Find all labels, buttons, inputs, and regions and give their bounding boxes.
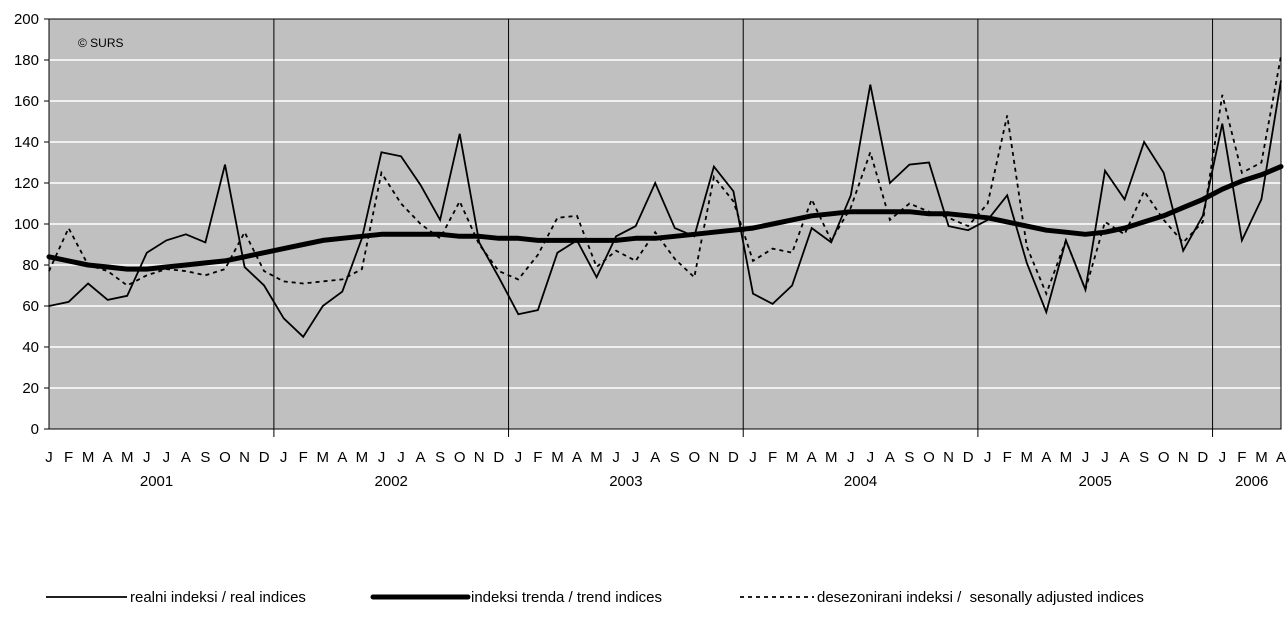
legend-label: desezonirani indeksi / sesonally adjuste… <box>817 589 1144 606</box>
legend: realni indeksi / real indices indeksi tre… <box>46 589 1144 606</box>
y-tick-label: 40 <box>22 339 39 356</box>
month-label: A <box>807 449 817 466</box>
month-label: F <box>64 449 73 466</box>
month-label: J <box>143 449 151 466</box>
series-line-thick <box>46 164 1284 272</box>
month-label: M <box>317 449 330 466</box>
month-label: F <box>1003 449 1012 466</box>
year-separators <box>273 19 1214 429</box>
series-line-dashed <box>48 55 1282 297</box>
month-label: N <box>943 449 954 466</box>
month-label: O <box>1158 449 1170 466</box>
month-label: O <box>219 449 231 466</box>
month-label: F <box>768 449 777 466</box>
y-tick-label: 60 <box>22 298 39 315</box>
y-tick-label: 100 <box>14 216 39 233</box>
month-label: M <box>786 449 799 466</box>
month-label: A <box>1041 449 1051 466</box>
month-label: S <box>200 449 210 466</box>
month-label: S <box>904 449 914 466</box>
month-label: M <box>1021 449 1034 466</box>
y-tick-label: 180 <box>14 52 39 69</box>
month-label: J <box>397 449 405 466</box>
month-label: F <box>299 449 308 466</box>
month-label: A <box>885 449 895 466</box>
month-label: O <box>454 449 466 466</box>
y-tick-label: 80 <box>22 257 39 274</box>
month-label: J <box>45 449 53 466</box>
month-label: A <box>103 449 113 466</box>
month-label: J <box>515 449 523 466</box>
month-label: N <box>1178 449 1189 466</box>
month-label: M <box>590 449 603 466</box>
y-tick-label: 0 <box>31 421 39 438</box>
month-label: D <box>1197 449 1208 466</box>
month-label: A <box>572 449 582 466</box>
year-label: 2004 <box>844 473 877 490</box>
month-label: M <box>356 449 369 466</box>
year-label: 2001 <box>140 473 173 490</box>
month-label: M <box>1060 449 1073 466</box>
legend-label: realni indeksi / real indices <box>130 589 306 606</box>
month-label: F <box>533 449 542 466</box>
series-line-thin <box>48 80 1282 339</box>
month-label: S <box>435 449 445 466</box>
month-label: M <box>825 449 838 466</box>
month-label: F <box>1237 449 1246 466</box>
copyright-label: © SURS <box>78 36 124 50</box>
y-tick-label: 200 <box>14 11 39 28</box>
y-tick-label: 160 <box>14 93 39 110</box>
month-label: M <box>121 449 134 466</box>
month-label: J <box>847 449 855 466</box>
month-label: A <box>1276 449 1286 466</box>
month-label: J <box>1101 449 1109 466</box>
y-tick-label: 140 <box>14 134 39 151</box>
y-axis: 0 20 40 60 80 100 120 140 160 180 200 <box>14 11 49 438</box>
month-label: A <box>416 449 426 466</box>
month-label: S <box>670 449 680 466</box>
month-label: D <box>728 449 739 466</box>
y-tick-label: 20 <box>22 380 39 397</box>
month-label: J <box>984 449 992 466</box>
month-label: N <box>239 449 250 466</box>
month-label: N <box>474 449 485 466</box>
month-label: M <box>82 449 95 466</box>
year-label: 2006 <box>1235 473 1268 490</box>
month-label: J <box>1082 449 1090 466</box>
month-label: S <box>1139 449 1149 466</box>
month-label: J <box>612 449 620 466</box>
month-label: D <box>493 449 504 466</box>
month-label: D <box>259 449 270 466</box>
month-label: J <box>163 449 171 466</box>
month-label: J <box>632 449 640 466</box>
y-tick-label: 120 <box>14 175 39 192</box>
month-label: A <box>337 449 347 466</box>
month-label: A <box>650 449 660 466</box>
month-label: M <box>551 449 564 466</box>
series-lines <box>46 55 1284 339</box>
month-label: O <box>688 449 700 466</box>
month-label: J <box>867 449 875 466</box>
legend-label: indeksi trenda / trend indices <box>471 589 662 606</box>
year-label: 2003 <box>609 473 642 490</box>
month-label: A <box>181 449 191 466</box>
month-label: J <box>749 449 757 466</box>
month-label: A <box>1120 449 1130 466</box>
month-label: J <box>378 449 386 466</box>
month-label: O <box>923 449 935 466</box>
gridlines <box>49 59 1281 389</box>
month-label: M <box>1255 449 1268 466</box>
month-label: N <box>708 449 719 466</box>
month-label: J <box>1219 449 1227 466</box>
year-label: 2002 <box>375 473 408 490</box>
year-label: 2005 <box>1079 473 1112 490</box>
month-label: D <box>963 449 974 466</box>
month-label: J <box>280 449 288 466</box>
